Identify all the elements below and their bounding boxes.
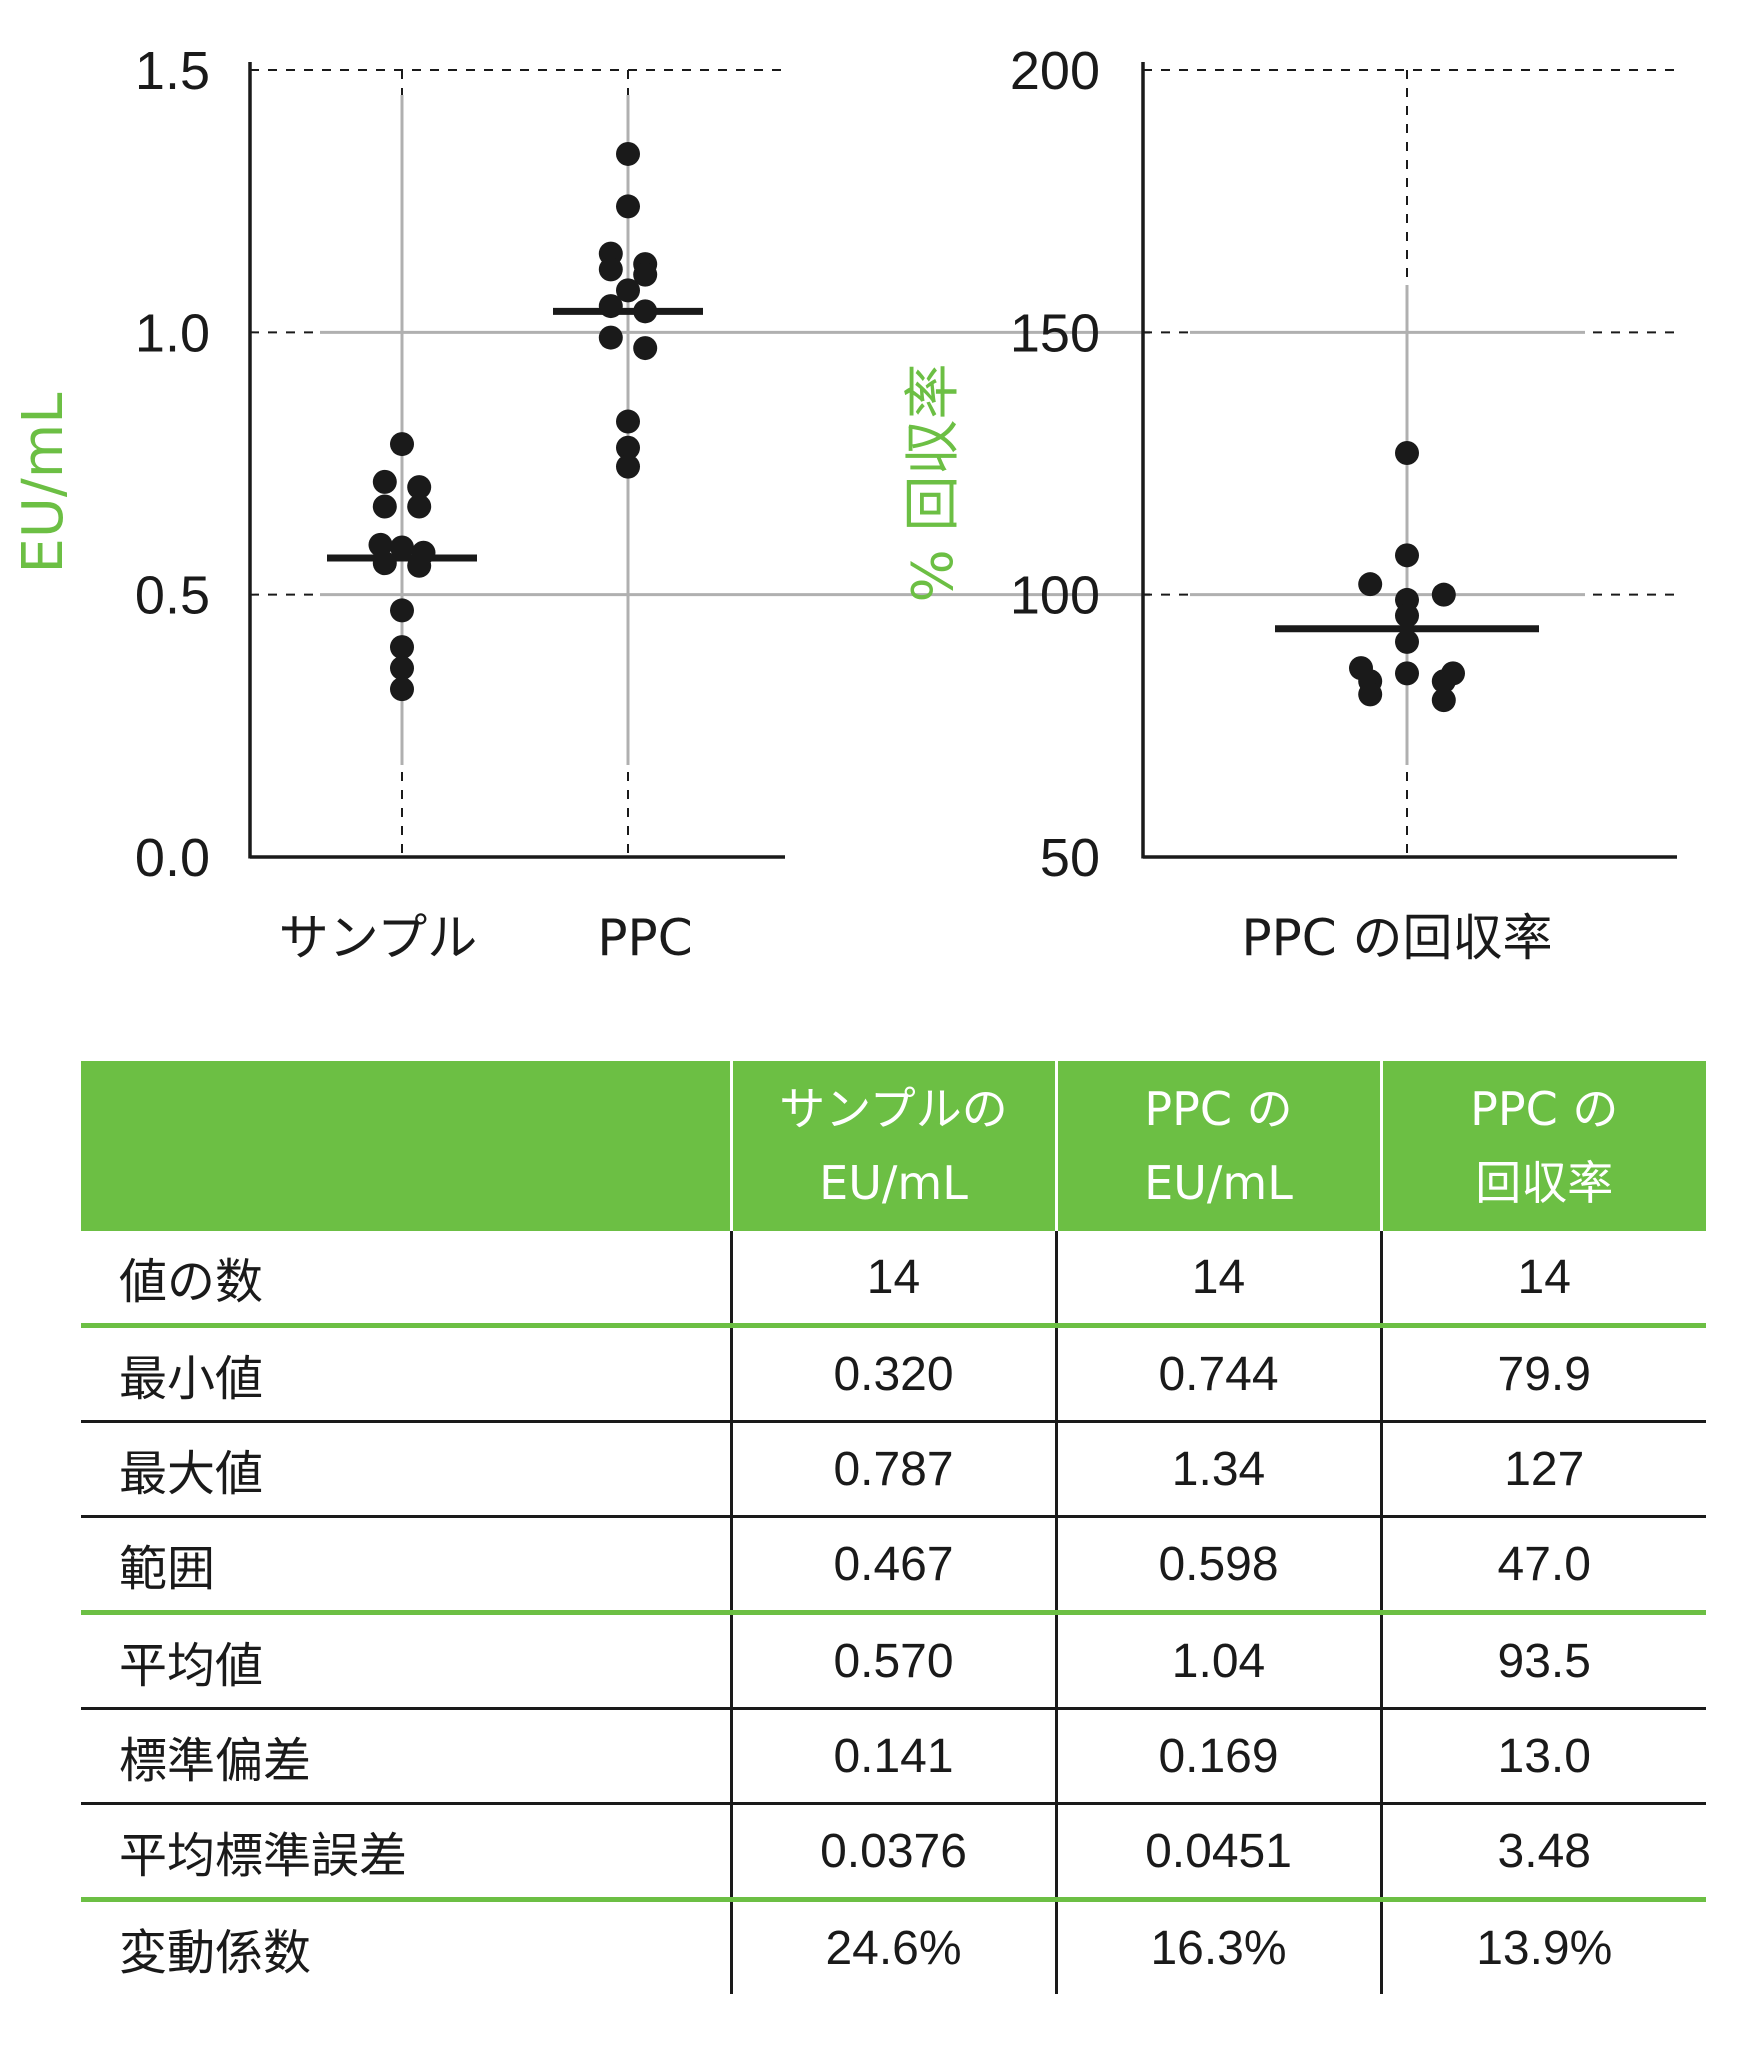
row-label: 平均値 bbox=[81, 1610, 731, 1709]
data-point bbox=[616, 278, 640, 303]
header-cell-sample-eu: サンプルの EU/mL bbox=[729, 1061, 1056, 1231]
data-point bbox=[616, 409, 640, 434]
data-point bbox=[372, 494, 397, 519]
data-point bbox=[1395, 661, 1419, 686]
data-point bbox=[390, 432, 414, 457]
cell-ppc-recovery: 13.9% bbox=[1379, 1897, 1706, 1994]
header-cell-ppc-recovery: PPC の回収率 bbox=[1379, 1061, 1706, 1231]
y-tick-label: 200 bbox=[1010, 41, 1100, 101]
table-row-mean: 平均値 0.570 1.04 93.5 bbox=[81, 1610, 1706, 1709]
cell-sample-eu: 0.320 bbox=[729, 1323, 1056, 1422]
x-category-label: サンプル bbox=[279, 909, 478, 967]
cell-ppc-eu: 0.169 bbox=[1054, 1707, 1381, 1804]
chart-panel-2 bbox=[1141, 62, 1677, 859]
table-row-std-dev: 標準偏差 0.141 0.169 13.0 bbox=[81, 1707, 1706, 1804]
row-label: 変動係数 bbox=[81, 1897, 731, 1994]
data-point bbox=[598, 257, 623, 282]
cell-ppc-recovery: 79.9 bbox=[1379, 1323, 1706, 1422]
x-category-label: PPC bbox=[597, 909, 692, 967]
cell-ppc-recovery: 3.48 bbox=[1379, 1802, 1706, 1900]
row-label: 最小値 bbox=[81, 1323, 731, 1422]
table-row-std-error: 平均標準誤差 0.0376 0.0451 3.48 bbox=[81, 1802, 1706, 1900]
x-category-label: PPC の回収率 bbox=[1241, 909, 1552, 967]
data-point bbox=[633, 336, 658, 361]
cell-sample-eu: 0.141 bbox=[729, 1707, 1056, 1804]
data-point bbox=[1395, 603, 1419, 628]
data-point bbox=[390, 535, 414, 560]
y-axis-title: EU/mL bbox=[11, 393, 76, 574]
table-row-min: 最小値 0.320 0.744 79.9 bbox=[81, 1323, 1706, 1422]
cell-sample-eu: 0.570 bbox=[729, 1610, 1056, 1709]
cell-ppc-eu: 1.34 bbox=[1054, 1420, 1381, 1517]
cell-ppc-eu: 16.3% bbox=[1054, 1897, 1381, 1994]
data-point bbox=[1358, 572, 1383, 597]
data-point bbox=[616, 141, 640, 166]
row-label: 最大値 bbox=[81, 1420, 731, 1517]
y-tick-label: 150 bbox=[1010, 303, 1100, 363]
table-header-row: サンプルの EU/mL PPC の EU/mL PPC の回収率 bbox=[81, 1061, 1706, 1231]
y-tick-label: 100 bbox=[1010, 566, 1100, 626]
table-row-max: 最大値 0.787 1.34 127 bbox=[81, 1420, 1706, 1517]
cell-sample-eu: 0.0376 bbox=[729, 1802, 1056, 1900]
row-label: 範囲 bbox=[81, 1515, 731, 1613]
y-tick-label: 1.0 bbox=[135, 303, 210, 363]
row-label: 標準偏差 bbox=[81, 1707, 731, 1804]
table-row-count: 値の数 14 14 14 bbox=[81, 1231, 1706, 1326]
cell-sample-eu: 0.787 bbox=[729, 1420, 1056, 1517]
data-point bbox=[633, 262, 658, 287]
row-label: 平均標準誤差 bbox=[81, 1802, 731, 1900]
cell-ppc-eu: 1.04 bbox=[1054, 1610, 1381, 1709]
cell-ppc-recovery: 13.0 bbox=[1379, 1707, 1706, 1804]
charts-area: 0.0 0.5 1.0 1.5 EU/mL サンプル PPC 50 100 150 200 % 回収率… bbox=[11, 41, 1677, 967]
cell-ppc-eu: 14 bbox=[1054, 1231, 1381, 1326]
y-tick-label: 0.0 bbox=[135, 828, 210, 888]
data-point bbox=[390, 677, 414, 702]
header-cell-blank bbox=[81, 1061, 731, 1231]
y-tick-label: 50 bbox=[1040, 828, 1100, 888]
data-point bbox=[1395, 543, 1419, 568]
data-point bbox=[616, 435, 640, 460]
data-point bbox=[407, 475, 432, 500]
data-point bbox=[1395, 441, 1419, 466]
cell-ppc-eu: 0.0451 bbox=[1054, 1802, 1381, 1900]
row-label: 値の数 bbox=[119, 1254, 264, 1310]
data-point bbox=[390, 635, 414, 660]
cell-ppc-eu: 0.744 bbox=[1054, 1323, 1381, 1422]
data-point bbox=[1358, 682, 1383, 707]
cell-sample-eu: 24.6% bbox=[729, 1897, 1056, 1994]
y-tick-label: 0.5 bbox=[135, 566, 210, 626]
cell-ppc-recovery: 14 bbox=[1379, 1231, 1706, 1326]
data-point bbox=[616, 454, 640, 479]
data-point bbox=[407, 494, 432, 519]
cell-ppc-recovery: 47.0 bbox=[1379, 1515, 1706, 1613]
data-point bbox=[372, 469, 397, 494]
cell-sample-eu: 14 bbox=[729, 1231, 1056, 1326]
data-point bbox=[1431, 688, 1456, 713]
cell-ppc-eu: 0.598 bbox=[1054, 1515, 1381, 1613]
y-tick-label: 1.5 bbox=[135, 41, 210, 101]
y-axis-title: % 回収率 bbox=[901, 363, 966, 602]
data-point bbox=[368, 532, 393, 557]
data-point bbox=[598, 325, 623, 350]
header-cell-ppc-eu: PPC の EU/mL bbox=[1054, 1061, 1381, 1231]
cell-sample-eu: 0.467 bbox=[729, 1515, 1056, 1613]
statistics-table: サンプルの EU/mL PPC の EU/mL PPC の回収率 値の数 14 14… bbox=[81, 1061, 1706, 1994]
data-point bbox=[390, 656, 414, 681]
cell-ppc-recovery: 127 bbox=[1379, 1420, 1706, 1517]
data-point bbox=[1395, 629, 1419, 654]
table-row-range: 範囲 0.467 0.598 47.0 bbox=[81, 1515, 1706, 1613]
cell-ppc-recovery: 93.5 bbox=[1379, 1610, 1706, 1709]
data-point bbox=[616, 194, 640, 219]
data-point bbox=[1431, 669, 1456, 694]
table-row-cv: 変動係数 24.6% 16.3% 13.9% bbox=[81, 1897, 1706, 1994]
data-point bbox=[1431, 582, 1456, 607]
data-point bbox=[390, 598, 414, 623]
chart-panel-1 bbox=[248, 62, 1150, 859]
